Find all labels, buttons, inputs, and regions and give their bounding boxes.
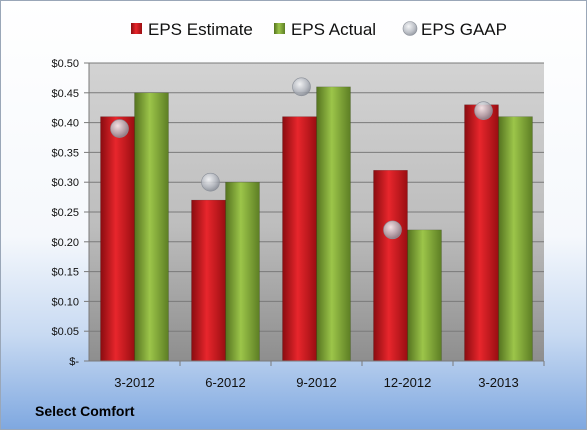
y-tick-label: $-	[69, 356, 79, 368]
y-tick-label: $0.05	[51, 326, 79, 338]
gaap-marker	[292, 77, 311, 97]
legend-label: EPS GAAP	[421, 20, 507, 39]
y-tick-label: $0.35	[51, 147, 79, 159]
estimate-bar	[282, 116, 317, 362]
estimate-bar	[100, 116, 135, 362]
legend: EPS Estimate EPS Actual EPS GAAP	[131, 20, 507, 39]
estimate-bar	[464, 104, 499, 362]
y-tick-label: $0.20	[51, 237, 79, 249]
y-tick-label: $0.10	[51, 296, 79, 308]
x-tick-label: 3-2013	[478, 375, 518, 390]
y-tick-label: $0.15	[51, 267, 79, 279]
gaap-marker	[383, 220, 402, 240]
legend-swatch	[274, 23, 285, 34]
legend-swatch	[131, 23, 142, 34]
legend-label: EPS Estimate	[148, 20, 253, 39]
y-axis: $- $0.05 $0.10 $0.15 $0.20 $0.25 $0.30 $0.35 $0.…	[51, 58, 90, 368]
actual-bar	[134, 92, 169, 362]
x-tick-label: 9-2012	[296, 375, 336, 390]
gaap-markers	[110, 77, 493, 240]
company-name: Select Comfort	[35, 403, 135, 419]
y-tick-label: $0.30	[51, 177, 79, 189]
actual-bar	[225, 181, 260, 362]
y-tick-label: $0.25	[51, 207, 79, 219]
estimate-bar	[191, 199, 226, 362]
actual-bar	[498, 116, 533, 362]
y-tick-label: $0.40	[51, 118, 79, 130]
bars	[100, 86, 533, 362]
x-tick-label: 3-2012	[114, 375, 154, 390]
legend-swatch	[402, 21, 418, 36]
x-tick-label: 6-2012	[205, 375, 245, 390]
legend-label: EPS Actual	[291, 20, 376, 39]
gaap-marker	[201, 172, 220, 192]
x-tick-label: 12-2012	[384, 375, 432, 390]
estimate-bar	[373, 170, 408, 362]
x-axis: 3-2012 6-2012 9-2012 12-2012 3-2013	[89, 360, 545, 390]
actual-bar	[316, 86, 351, 362]
actual-bar	[407, 229, 442, 362]
gaap-marker	[110, 119, 129, 138]
y-tick-label: $0.45	[51, 88, 79, 100]
gaap-marker	[474, 101, 493, 120]
eps-chart: EPS Estimate EPS Actual EPS GAAP $- $0.05 $0…	[51, 20, 545, 390]
y-tick-label: $0.50	[51, 58, 79, 70]
